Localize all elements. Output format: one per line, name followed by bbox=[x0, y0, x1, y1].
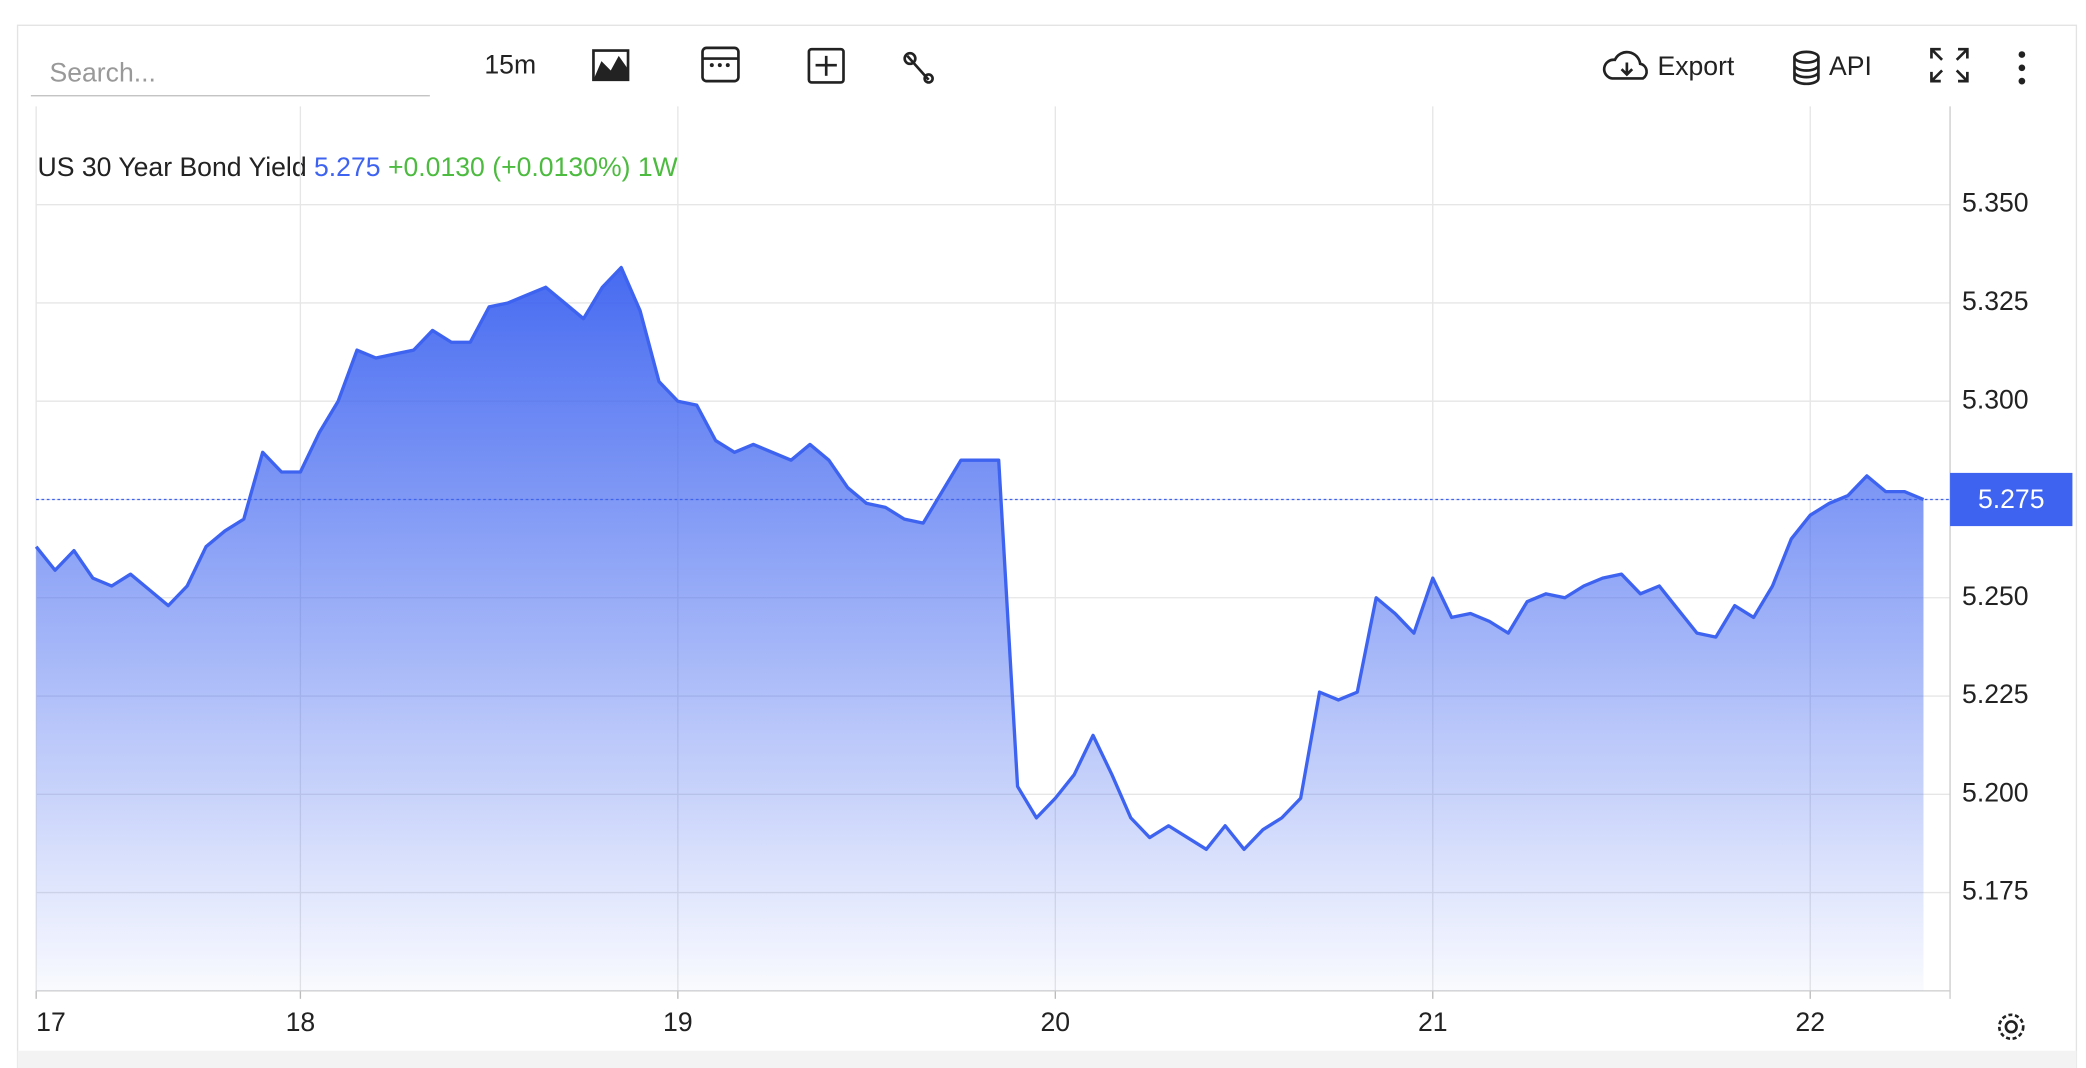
api-button[interactable]: API bbox=[1793, 50, 1872, 86]
x-tick-label: 17 bbox=[36, 1007, 66, 1037]
y-tick-label: 5.350 bbox=[1962, 188, 2029, 218]
price: 5.275 bbox=[314, 152, 381, 182]
more-menu-icon[interactable] bbox=[2018, 51, 2026, 85]
y-tick-label: 5.300 bbox=[1962, 384, 2029, 414]
y-tick-label: 5.225 bbox=[1962, 679, 2029, 709]
export-label: Export bbox=[1657, 51, 1734, 81]
chart-header: US 30 Year Bond Yield 5.275 +0.0130 (+0.… bbox=[38, 152, 679, 182]
y-tick-label: 5.325 bbox=[1962, 286, 2029, 316]
y-tick-label: 5.200 bbox=[1962, 777, 2029, 807]
interval-button[interactable]: 15m bbox=[484, 50, 536, 80]
last-value-badge bbox=[1950, 472, 2073, 527]
period: 1W bbox=[638, 152, 679, 182]
export-button[interactable]: Export bbox=[1602, 50, 1735, 81]
change: +0.0130 bbox=[388, 152, 485, 182]
x-tick-label: 18 bbox=[286, 1007, 316, 1037]
calendar-icon[interactable] bbox=[701, 46, 740, 83]
search-placeholder: Search... bbox=[49, 58, 155, 88]
x-tick-label: 22 bbox=[1795, 1007, 1825, 1037]
search-box[interactable]: Search... bbox=[30, 58, 430, 97]
x-tick-label: 21 bbox=[1418, 1007, 1448, 1037]
last-value-label: 5.275 bbox=[1978, 484, 2045, 514]
price-line bbox=[34, 265, 1925, 852]
area-fill bbox=[36, 267, 1924, 991]
fullscreen-icon[interactable] bbox=[1930, 47, 1969, 83]
x-tick-label: 19 bbox=[663, 1007, 693, 1037]
y-tick-label: 5.250 bbox=[1962, 581, 2029, 611]
footer-bar bbox=[17, 1050, 2077, 1068]
api-label: API bbox=[1829, 51, 1872, 81]
x-tick-label: 20 bbox=[1041, 1007, 1071, 1037]
plot-area: 5.350 5.325 5.300 5.275 5.250 5.225 5.200 5.175… bbox=[34, 106, 2073, 1037]
gear-icon[interactable] bbox=[1997, 1013, 2025, 1041]
chart-title: US 30 Year Bond Yield bbox=[38, 152, 307, 182]
y-tick-label: 5.175 bbox=[1962, 876, 2029, 906]
settings-wrench-icon[interactable] bbox=[903, 51, 934, 84]
change-percent: (+0.0130%) bbox=[492, 152, 630, 182]
add-indicator-icon[interactable] bbox=[807, 47, 845, 84]
chart-type-icon[interactable] bbox=[592, 49, 630, 82]
